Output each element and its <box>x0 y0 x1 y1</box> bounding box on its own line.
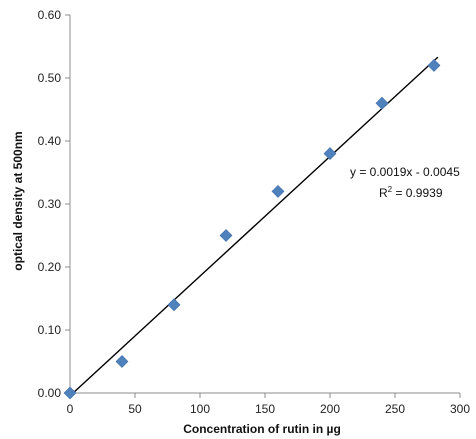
y-axis-title: optical density at 500nm <box>11 131 25 270</box>
data-point <box>375 96 389 110</box>
x-tick-label: 50 <box>128 402 142 416</box>
trendline-layer <box>72 56 439 394</box>
trendline-equation: y = 0.0019x - 0.0045 <box>350 165 460 179</box>
y-tick-label: 0.50 <box>38 71 62 85</box>
data-point <box>271 184 285 198</box>
x-axis: 0 50 100 150 200 250 300 <box>67 392 470 416</box>
y-axis: 0.00 0.10 0.20 0.30 0.40 0.50 0.60 <box>38 8 71 400</box>
y-tick-label: 0.60 <box>38 8 62 22</box>
x-tick-label: 100 <box>190 402 210 416</box>
r-squared-exponent: 2 <box>388 185 393 194</box>
data-point <box>63 386 77 400</box>
r-squared-value: = 0.9939 <box>392 186 443 200</box>
data-point <box>427 58 441 72</box>
x-tick-label: 150 <box>255 402 275 416</box>
x-axis-title: Concentration of rutin in µg <box>183 422 341 436</box>
y-tick-label: 0.00 <box>38 386 62 400</box>
x-tick-label: 0 <box>67 402 74 416</box>
y-tick-label: 0.30 <box>38 197 62 211</box>
y-tick-label: 0.20 <box>38 260 62 274</box>
data-point <box>219 229 233 242</box>
data-point <box>323 147 337 161</box>
trendline <box>72 56 439 394</box>
data-point <box>115 355 129 368</box>
x-tick-label: 250 <box>385 402 405 416</box>
x-tick-label: 200 <box>320 402 340 416</box>
r-squared-label: R2 = 0.9939 <box>379 185 443 200</box>
data-point <box>167 298 181 312</box>
y-tick-label: 0.40 <box>38 134 62 148</box>
x-tick-label: 300 <box>450 402 470 416</box>
y-tick-label: 0.10 <box>38 323 62 337</box>
data-points <box>63 58 441 400</box>
r-squared-prefix: R <box>379 186 388 200</box>
